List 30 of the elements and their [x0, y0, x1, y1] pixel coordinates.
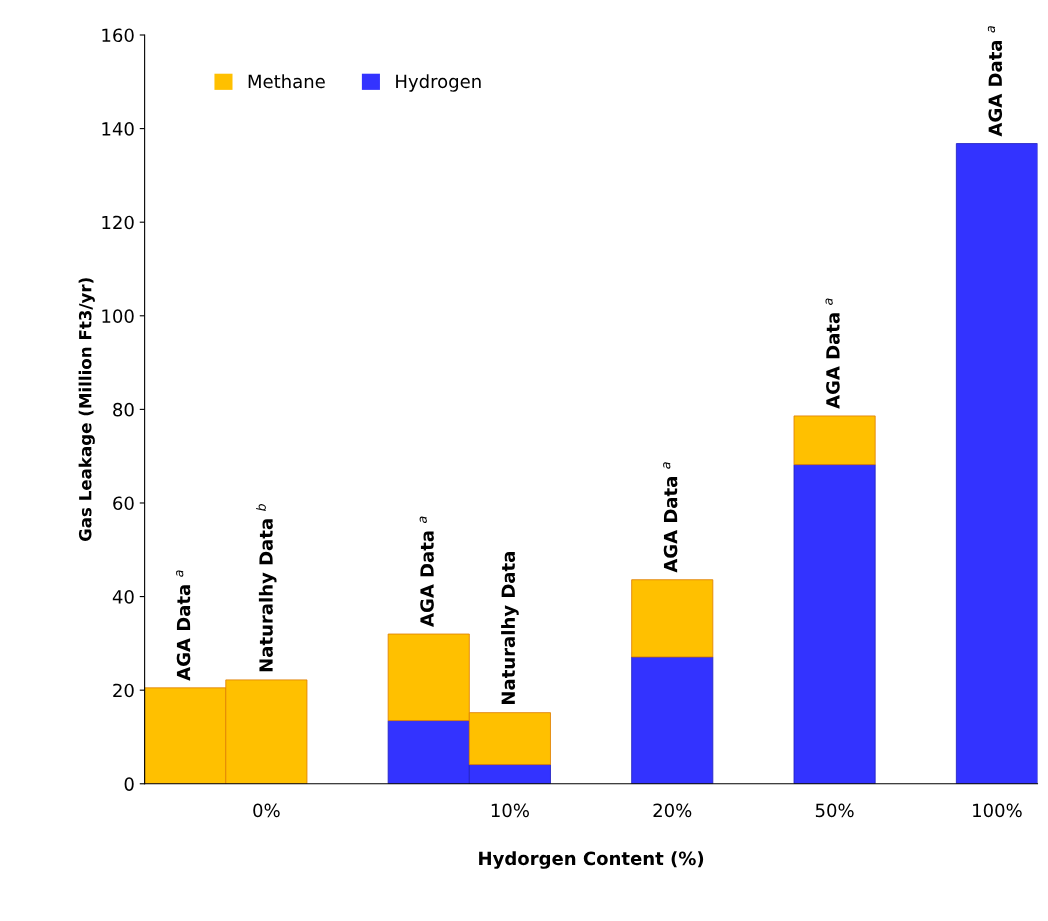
bar [631, 656, 714, 784]
legend-label: Methane [248, 74, 325, 89]
y-axis-title: Gas Leakage (Million Ft3/yr) [78, 278, 95, 542]
x-tick-label: 10% [491, 803, 529, 818]
annotation: Naturalhy Data $^{b}$ [256, 504, 277, 672]
bar [955, 143, 1038, 784]
annotation: AGA Data $^{a}$ [987, 26, 1003, 137]
bar [631, 579, 714, 658]
y-tick-label: 100 [102, 309, 134, 323]
y-tick-label: 0 [124, 777, 134, 791]
x-tick-label: 20% [653, 803, 692, 818]
y-tick-label: 120 [102, 215, 134, 230]
annotation: AGA Data $^{a}$ [176, 570, 191, 681]
x-tick-label: 0% [253, 803, 280, 818]
y-tick-label: 60 [113, 496, 134, 511]
x-tick-label: 50% [815, 803, 854, 818]
x-axis-title: Hydorgen Content (%) [479, 851, 704, 869]
x-tick-label: 100% [973, 803, 1022, 818]
legend-label: Hydrogen [396, 74, 481, 92]
annotation: AGA Data $^{a}$ [825, 298, 840, 409]
y-tick-label: 40 [112, 590, 134, 604]
annotation: AGA Data $^{a}$ [419, 516, 434, 627]
annotation: AGA Data $^{a}$ [663, 462, 678, 573]
annotation: Naturalhy Data [501, 552, 519, 704]
y-tick-label: 140 [102, 122, 134, 136]
bar [793, 464, 876, 784]
y-tick-label: 80 [113, 402, 134, 417]
y-tick-label: 160 [102, 28, 134, 43]
bar [793, 415, 876, 466]
y-tick-label: 20 [113, 683, 134, 698]
